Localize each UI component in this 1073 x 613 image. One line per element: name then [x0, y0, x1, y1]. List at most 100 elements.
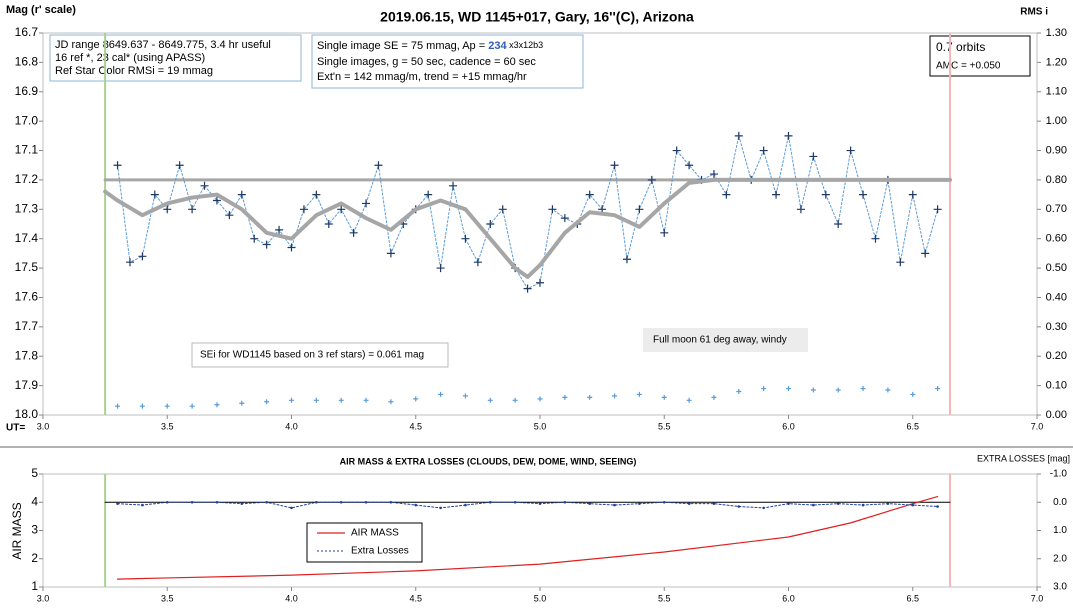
x-tick-label: 3.0	[37, 421, 50, 431]
y2-tick-label: 0.40	[1046, 291, 1067, 303]
data-point	[315, 500, 318, 504]
y-tick-label: 17.9	[15, 378, 39, 392]
data-point	[672, 146, 681, 155]
data-point	[548, 205, 557, 214]
data-point	[113, 161, 122, 170]
legend-label: Extra Losses	[351, 546, 409, 557]
data-point	[374, 161, 383, 170]
data-point	[661, 394, 667, 400]
y-tick-label: 16.7	[15, 25, 39, 39]
data-point	[537, 396, 543, 402]
data-point	[139, 403, 145, 409]
data-point	[563, 500, 567, 504]
data-point	[871, 234, 880, 243]
data-point	[686, 397, 692, 403]
y2-tick-label: 0.0	[1053, 497, 1067, 508]
data-point	[560, 214, 569, 223]
y-tick-label: 17.0	[15, 113, 39, 127]
x-tick-label: 6.0	[782, 421, 795, 431]
data-point	[214, 402, 220, 408]
data-point	[189, 403, 195, 409]
y2-tick-label: 1.30	[1046, 27, 1067, 39]
data-point	[299, 205, 308, 214]
data-point	[612, 393, 618, 399]
data-point	[438, 391, 444, 397]
data-point	[734, 131, 743, 140]
data-point	[911, 503, 915, 507]
data-point	[250, 234, 259, 243]
data-point	[835, 387, 841, 393]
data-point	[414, 503, 418, 507]
series-line	[103, 177, 953, 279]
data-point	[860, 386, 866, 392]
x-tick-label: 6.5	[906, 421, 919, 431]
data-point	[786, 386, 791, 392]
y2-tick-label: 2.0	[1053, 553, 1067, 564]
data-point	[240, 502, 244, 505]
data-point	[687, 502, 691, 505]
x-tick-label: 4.0	[285, 421, 298, 431]
y-tick-label: 3	[31, 523, 38, 537]
x-axis-label: UT=	[6, 423, 25, 434]
data-point	[613, 503, 616, 507]
y-axis-label: Mag (r' scale)	[6, 4, 76, 16]
data-point	[523, 284, 532, 293]
y2-tick-label: 1.00	[1046, 115, 1067, 127]
y-tick-label: 1	[31, 579, 38, 593]
data-point	[312, 190, 321, 199]
data-point	[921, 249, 930, 258]
data-point	[389, 500, 393, 504]
data-point	[264, 399, 270, 405]
data-point	[464, 503, 467, 507]
x-tick-label: 6.5	[906, 593, 919, 603]
data-point	[138, 252, 147, 261]
annotation-part: Single image SE = 75 mmag, Ap =	[317, 40, 488, 52]
y2-tick-label: 1.0	[1053, 525, 1067, 536]
data-point	[362, 199, 371, 208]
data-point	[461, 234, 470, 243]
data-point	[439, 506, 442, 510]
data-point	[449, 181, 458, 190]
data-point	[363, 397, 369, 403]
data-point	[588, 502, 591, 505]
x-tick-label: 6.0	[782, 593, 795, 603]
annotation-box	[929, 35, 1031, 77]
data-point	[115, 403, 121, 409]
data-point	[585, 190, 594, 199]
x-tick-label: 7.0	[1031, 421, 1044, 431]
data-point	[498, 205, 507, 214]
data-point	[413, 396, 419, 402]
data-point	[772, 190, 781, 199]
annotation-box	[643, 328, 808, 352]
y-tick-label: 17.8	[15, 348, 39, 362]
data-point	[290, 506, 293, 510]
y2-tick-label: 1.10	[1046, 86, 1067, 98]
data-point	[424, 190, 433, 199]
annotation: 0.7 orbits	[936, 40, 985, 54]
data-point	[638, 502, 641, 505]
data-point	[175, 161, 184, 170]
data-point	[388, 399, 394, 405]
annotation: SEi for WD1145 based on 3 ref stars) = 0…	[200, 350, 424, 361]
y2-tick-label: -1.0	[1050, 469, 1068, 480]
y2-tick-label: 0.80	[1046, 174, 1067, 186]
data-point	[762, 506, 765, 510]
data-point	[859, 190, 868, 199]
y2-tick-label: 0.20	[1046, 350, 1067, 362]
data-point	[386, 249, 395, 258]
data-point	[165, 500, 169, 504]
y-tick-label: 16.9	[15, 84, 39, 98]
data-point	[821, 190, 830, 199]
data-point	[933, 205, 942, 214]
data-point	[812, 503, 815, 507]
annotation: Single image SE = 75 mmag, Ap = 234 x3x1…	[317, 40, 543, 52]
y2-tick-label: 1.20	[1046, 56, 1067, 68]
y-axis-label: AIR MASS	[10, 502, 24, 559]
x-tick-label: 5.5	[658, 593, 671, 603]
data-point	[237, 190, 246, 199]
data-point	[834, 220, 843, 228]
annotation: Ext'n = 142 mmag/m, trend = +15 mmag/hr	[317, 71, 527, 83]
data-point	[861, 503, 865, 507]
data-point	[364, 500, 368, 504]
data-point	[116, 502, 119, 505]
